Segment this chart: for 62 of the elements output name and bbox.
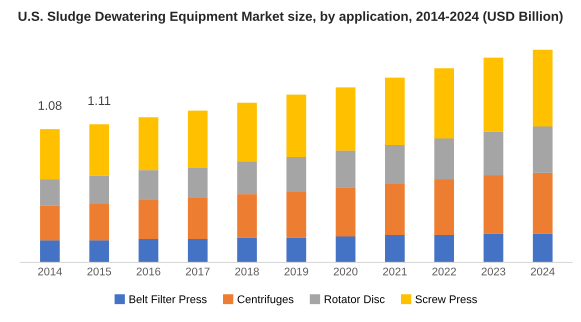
bar [138, 199, 158, 240]
bar [40, 129, 60, 180]
bar [286, 238, 306, 262]
bar [40, 240, 60, 262]
bar [434, 235, 454, 262]
bar [286, 156, 306, 192]
bar [188, 198, 208, 240]
bar [138, 170, 158, 200]
bar [286, 191, 306, 238]
bar [484, 234, 504, 262]
bar [336, 188, 356, 236]
x-tick-label: 2021 [383, 268, 407, 276]
bar [336, 150, 356, 188]
bar [89, 203, 110, 240]
bar [532, 50, 553, 127]
x-tick-label: 2014 [38, 268, 62, 276]
x-tick-label: 2020 [334, 268, 358, 276]
bar [89, 124, 110, 176]
x-tick-label: 2019 [284, 268, 308, 276]
bar [188, 110, 208, 168]
legend-label: Centrifuges [238, 295, 294, 306]
bar [336, 87, 356, 151]
bar [385, 145, 405, 184]
bar [138, 239, 158, 262]
legend-label: Screw Press [415, 295, 477, 304]
bar [532, 126, 553, 173]
bar [89, 240, 110, 262]
bar [484, 58, 504, 132]
x-tick-label: 2017 [186, 268, 210, 276]
bar [434, 138, 454, 180]
legend-label: Rotator Disc [324, 295, 385, 304]
bar [237, 161, 257, 194]
bar [286, 94, 306, 157]
x-tick-label: 2022 [432, 268, 456, 276]
bar [385, 183, 405, 235]
bar [188, 168, 208, 198]
bar [138, 117, 158, 170]
bar [89, 176, 110, 204]
bar [385, 78, 405, 146]
bar [237, 238, 257, 262]
x-tick-label: 2018 [235, 268, 259, 276]
bar [40, 180, 60, 206]
x-tick-label: 2023 [482, 268, 506, 276]
bar [237, 194, 257, 238]
bar [532, 172, 553, 234]
x-tick-label: 2015 [87, 268, 112, 276]
bar [532, 234, 553, 262]
chart-title: U.S. Sludge Dewatering Equipment Market size, by application, 2014-2024 (USD Billion) [18, 11, 563, 24]
bar [237, 102, 257, 162]
bar [385, 235, 405, 262]
bar [336, 236, 356, 262]
x-tick-label: 2016 [136, 268, 160, 276]
bar [484, 132, 504, 176]
bar [40, 206, 60, 240]
bar [188, 239, 208, 262]
bar [434, 180, 454, 235]
x-tick-label: 2024 [530, 268, 555, 276]
annotation: 1.08 [38, 101, 62, 110]
bar [484, 175, 504, 234]
legend-label: Belt Filter Press [130, 295, 207, 304]
annotation: 1.11 [88, 96, 110, 105]
bar [434, 68, 454, 138]
